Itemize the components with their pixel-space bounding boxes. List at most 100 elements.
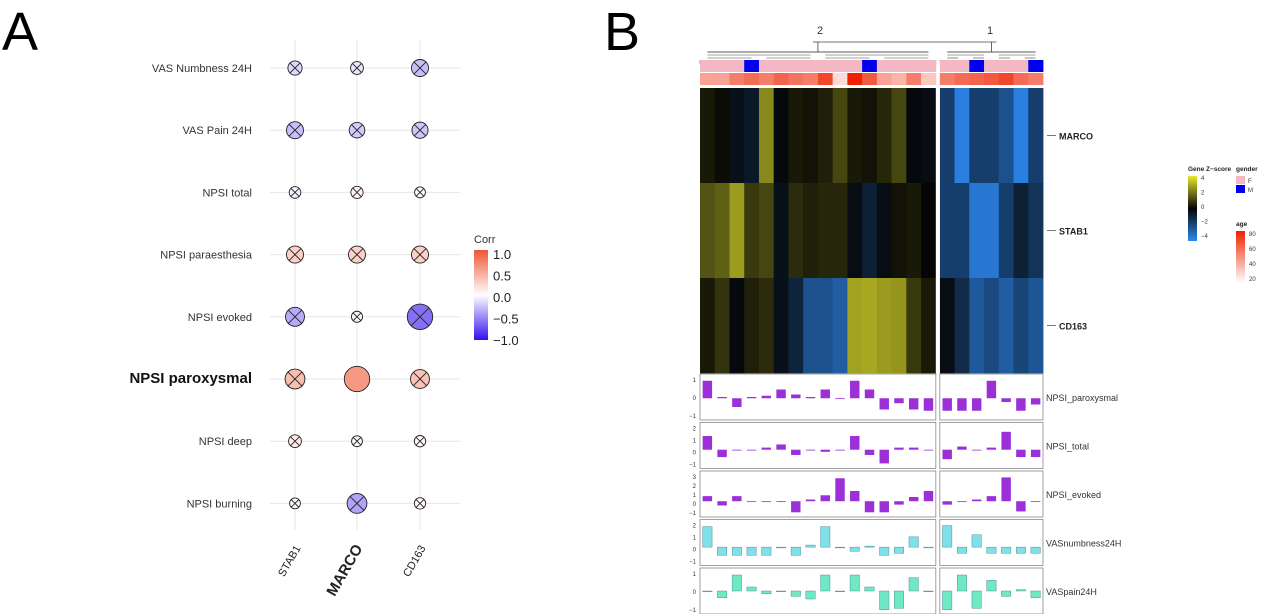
bar-mark (790, 590, 801, 597)
gender-cell (744, 60, 760, 72)
bar-mark (820, 449, 830, 452)
gender-cell (891, 60, 907, 72)
bar-mark (1030, 398, 1041, 405)
gender-cell (817, 60, 834, 72)
gender-cell (803, 60, 819, 72)
heatmap-cell (700, 278, 716, 374)
gender-cell (906, 60, 922, 72)
gender-cell (758, 60, 775, 72)
heatmap-cell (876, 88, 893, 184)
panel-a-correlation-plot: VAS Numbness 24H VAS Pain 24H NPSI total NP… (129, 40, 460, 599)
gender-cell (984, 60, 1000, 72)
corr-cross (415, 436, 425, 446)
bar-mark (835, 546, 845, 549)
gender-cell (1028, 60, 1044, 72)
bar-mark (702, 380, 713, 399)
bar-mark (761, 447, 772, 450)
gene-label: CD163 (1059, 322, 1087, 332)
cluster-label: 1 (987, 25, 993, 37)
heatmap-cell (773, 183, 789, 279)
age-cell (998, 73, 1014, 85)
bar-tick-label: 1 (693, 493, 697, 499)
heatmap-cell (984, 88, 1000, 184)
corr-cross (413, 248, 427, 261)
bar-mark (942, 449, 952, 460)
bar-track-label: NPSI_paroxysmal (1046, 393, 1118, 403)
heatmap-cell (998, 183, 1014, 279)
corr-cross (415, 499, 425, 508)
bar-mark (942, 590, 953, 610)
bar-mark (761, 395, 772, 399)
bar-mark (923, 546, 934, 549)
heatmap-cell (758, 88, 775, 184)
bar-tick-label: 1 (693, 378, 697, 384)
heatmap-cell (832, 88, 848, 184)
bar-mark (702, 590, 713, 593)
age-cell (847, 73, 863, 85)
bar-mark (849, 574, 860, 592)
corr-legend-bar (474, 250, 488, 340)
heatmap-cell (954, 183, 970, 279)
bar-mark (835, 590, 845, 593)
age-cell (984, 73, 1000, 85)
corr-cross (288, 248, 302, 261)
bar-mark (761, 546, 772, 556)
heatmap-cell (939, 183, 955, 279)
bar-mark (850, 491, 860, 502)
age-cell (758, 73, 775, 85)
bar-tick-label: 0 (693, 451, 697, 457)
corr-legend-tick: 1.0 (493, 247, 511, 262)
bar-mark (732, 398, 742, 407)
bar-mark (1001, 431, 1011, 450)
heatmap-cell (714, 183, 730, 279)
bar-track-frame (939, 470, 1044, 518)
heatmap-cell (714, 278, 730, 374)
age-legend-tick: 80 (1249, 232, 1256, 238)
bar-mark (805, 544, 816, 548)
corr-cross (290, 499, 300, 508)
corr-cross (414, 124, 426, 137)
bar-mark (820, 495, 830, 502)
bar-mark (971, 398, 982, 411)
corr-cross (352, 312, 362, 322)
bar-mark (732, 496, 742, 502)
panel-label-b: B (604, 2, 640, 62)
row-label: VAS Numbness 24H (152, 63, 252, 75)
heatmap-cell (906, 183, 922, 279)
bar-mark (879, 501, 889, 513)
heatmap-cell (773, 278, 789, 374)
gender-cell (969, 60, 985, 72)
bar-mark (776, 444, 786, 450)
bar-tick-label: 0 (693, 396, 697, 402)
bar-mark (986, 580, 997, 592)
corr-cross (290, 436, 300, 446)
bar-mark (923, 590, 934, 593)
age-cell (876, 73, 893, 85)
row-label: NPSI deep (199, 436, 252, 448)
heatmap-cell (969, 278, 985, 374)
bar-mark (1015, 589, 1026, 592)
zscore-legend-tick: 0 (1201, 205, 1205, 211)
bar-track-frame (699, 422, 937, 469)
corr-legend-tick: 0.5 (493, 269, 511, 284)
heatmap-cell (803, 278, 819, 374)
age-cell (906, 73, 922, 85)
bar-mark (849, 546, 860, 552)
bar-mark (761, 501, 772, 503)
gender-legend-item: M (1248, 188, 1253, 194)
bar-mark (746, 546, 757, 556)
bar-mark (986, 380, 997, 399)
gender-legend-swatch (1236, 185, 1245, 193)
age-cell (954, 73, 970, 85)
bar-mark (717, 501, 727, 506)
bar-tick-label: 2 (693, 484, 697, 490)
corr-cross (350, 248, 364, 261)
corr-cross (288, 309, 302, 324)
bar-mark (805, 499, 816, 502)
heatmap-cell (817, 183, 834, 279)
bar-tick-label: 1 (693, 536, 697, 542)
age-cell (714, 73, 730, 85)
bar-mark (864, 389, 875, 399)
heatmap-cell (729, 88, 745, 184)
row-label: NPSI paraesthesia (160, 250, 253, 262)
